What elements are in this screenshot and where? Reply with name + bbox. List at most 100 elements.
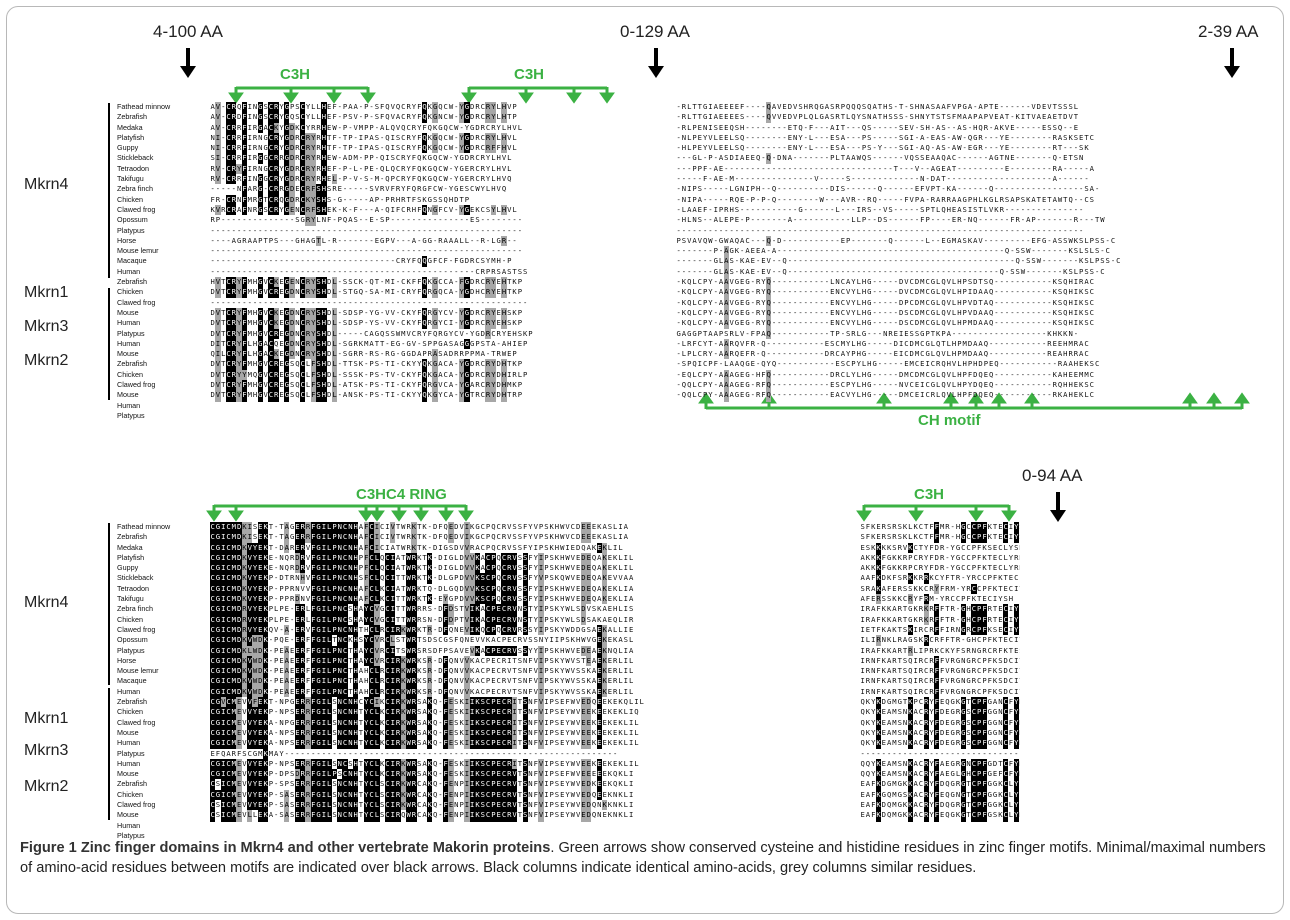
residue: M (231, 552, 237, 564)
residue: H (321, 318, 327, 329)
residue: P (544, 552, 549, 562)
residue: - (755, 349, 761, 359)
residue: S (210, 153, 215, 163)
residue: - (247, 246, 252, 256)
residue: P (687, 359, 692, 369)
residue: - (771, 277, 777, 287)
residue: - (342, 246, 348, 256)
residue: Q (342, 215, 348, 225)
residue: P (962, 390, 967, 400)
residue: - (925, 256, 930, 266)
residue: V (215, 163, 221, 175)
residue: C (909, 369, 914, 379)
residue: - (824, 215, 830, 225)
residue: E (830, 307, 835, 317)
residue: - (687, 163, 692, 173)
residue: - (793, 369, 798, 379)
residue: Y (305, 102, 311, 111)
residue: D (830, 401, 835, 402)
residue: R (681, 122, 687, 132)
residue: P (385, 215, 390, 225)
residue: C (342, 542, 348, 553)
residue: D (914, 369, 920, 379)
residue: C (925, 318, 930, 328)
residue: - (888, 349, 893, 359)
residue: - (305, 297, 311, 307)
residue: P (962, 307, 967, 317)
residue: V (565, 532, 570, 542)
residue: P (962, 287, 967, 297)
residue: - (1052, 256, 1057, 266)
residue: G (475, 532, 480, 542)
residue: G (263, 163, 268, 173)
residue: H (321, 143, 327, 154)
residue: - (898, 184, 904, 194)
residue: S (523, 266, 528, 276)
residue: S (379, 215, 385, 225)
residue: E (898, 401, 903, 402)
residue: - (718, 225, 724, 235)
residue: S (840, 184, 846, 194)
residue: Q (421, 390, 428, 401)
residue: - (994, 307, 999, 317)
residue: E (295, 184, 300, 194)
residue: R (210, 163, 215, 173)
residue: Y (369, 307, 374, 317)
residue: G (300, 215, 305, 225)
residue: - (824, 235, 830, 245)
residue: Y (485, 163, 491, 173)
residue: S (289, 369, 295, 379)
residue: N (347, 532, 354, 543)
residue: - (358, 102, 364, 111)
residue: T (401, 552, 406, 562)
residue: I (967, 287, 973, 297)
residue: - (999, 297, 1004, 307)
residue: R (438, 235, 443, 245)
residue: V (263, 318, 268, 328)
residue: T (978, 277, 983, 287)
residue: T (1057, 143, 1063, 153)
residue: I (909, 143, 914, 153)
residue: Q (1063, 318, 1068, 328)
residue: - (856, 194, 861, 204)
residue: H (501, 307, 507, 319)
residue: - (1010, 235, 1015, 245)
residue: N (337, 552, 343, 564)
residue: N (295, 583, 300, 593)
residue: I (215, 132, 221, 144)
residue: - (681, 163, 687, 173)
residue: Q (740, 143, 745, 153)
residue: - (1041, 338, 1047, 348)
residue: M (247, 194, 252, 204)
residue: - (332, 215, 337, 225)
residue: - (258, 246, 263, 256)
residue: H (957, 390, 962, 400)
residue: Y (454, 163, 459, 173)
residue: K (549, 522, 554, 531)
residue: C (1116, 256, 1121, 266)
residue: L (713, 143, 718, 153)
residue: - (676, 215, 681, 225)
residue: F (713, 359, 718, 369)
residue: - (480, 225, 485, 235)
residue: F (390, 184, 395, 194)
residue: - (771, 401, 776, 402)
alignment-row: RV-CRRFINGGCRYGDRCRYRHEL-P-V-S-M-QPCRYFQ… (210, 174, 616, 185)
residue: R (252, 184, 258, 194)
residue: P (830, 153, 835, 163)
residue: - (1073, 256, 1079, 266)
residue: I (613, 542, 618, 552)
residue: - (845, 163, 851, 173)
residue: - (364, 256, 369, 266)
residue: I (374, 532, 380, 543)
residue: Q (491, 532, 496, 542)
residue: A (713, 112, 718, 122)
residue: - (724, 184, 729, 194)
residue: P (342, 174, 348, 184)
residue: S (342, 318, 348, 328)
residue: Y (406, 153, 411, 163)
residue: A (824, 102, 830, 111)
residue: - (697, 246, 702, 256)
residue: - (1015, 318, 1020, 328)
residue: - (893, 153, 898, 163)
